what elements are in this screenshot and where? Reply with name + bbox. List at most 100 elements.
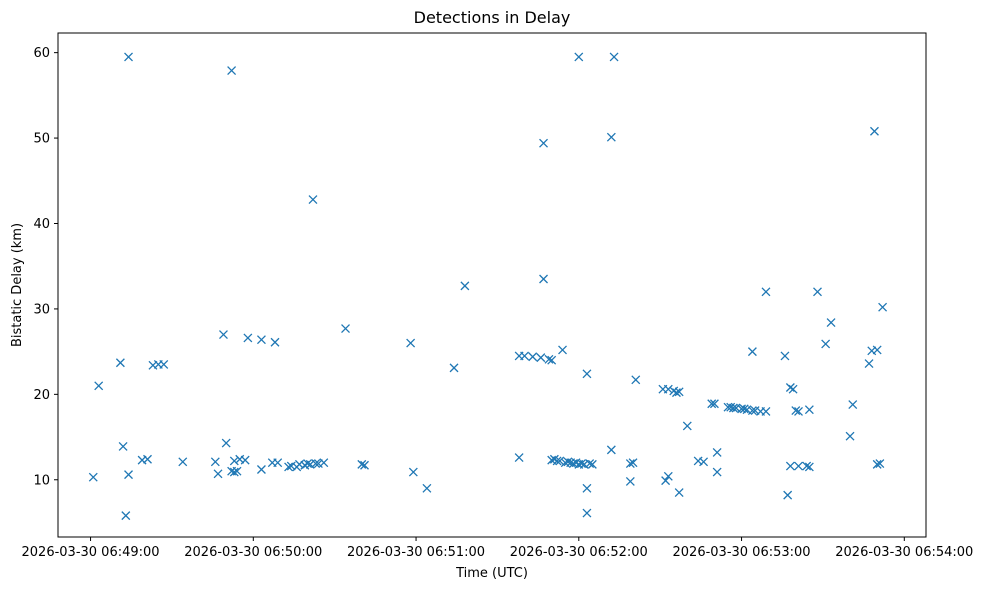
data-point-marker [682,421,692,431]
data-point-marker [552,456,562,466]
data-point-marker [143,454,152,464]
data-point-marker [625,459,635,468]
data-point-marker [449,363,459,373]
data-point-marker [606,445,616,455]
data-point-marker [699,457,709,467]
data-point-marker [210,457,220,467]
data-point-marker [628,458,638,468]
data-point-marker [536,353,546,363]
data-point-marker [539,138,548,148]
data-point-marker [587,459,597,469]
data-point-marker [674,488,684,498]
data-point-marker [577,459,586,468]
data-point-marker [585,459,595,468]
data-point-marker [121,511,131,521]
data-point-marker [520,351,530,361]
data-point-marker [547,355,557,365]
data-point-marker [709,399,719,409]
data-point-marker [728,403,738,413]
data-point-marker [761,406,771,416]
data-point-marker [609,52,619,62]
data-point-marker [582,508,592,518]
data-point-marker [357,459,367,469]
data-point-marker [243,333,253,343]
data-point-marker [794,406,803,416]
data-point-marker [631,375,641,385]
data-point-marker [804,405,814,415]
data-point-marker [878,302,888,312]
data-point-marker [582,369,592,379]
data-point-marker [821,339,831,349]
y-tick-label: 40 [33,217,50,232]
data-point-marker [124,470,133,480]
data-point-marker [539,274,548,284]
data-point-marker [159,359,169,369]
data-point-marker [229,467,239,477]
data-point-marker [229,456,239,466]
y-tick-label: 10 [33,473,50,488]
plot-frame [57,32,927,538]
data-point-marker [360,460,369,470]
data-point-marker [118,441,128,451]
data-point-marker [625,477,635,486]
data-point-marker [761,287,771,297]
data-point-marker [747,347,757,357]
data-point-marker [422,483,432,493]
data-point-marker [227,66,237,76]
data-point-marker [582,483,592,493]
data-point-marker [870,126,879,136]
data-point-marker [270,337,280,347]
data-point-marker [273,458,283,468]
data-point-marker [848,400,858,410]
data-point-marker [460,281,470,291]
data-point-marker [311,459,321,468]
data-point-marker [219,330,228,340]
data-point-marker [514,453,524,463]
data-point-marker [94,381,104,391]
data-point-marker [124,52,133,62]
data-point-marker [671,388,681,398]
data-point-marker [574,52,584,62]
data-point-marker [221,438,231,448]
data-point-marker [802,461,812,471]
x-tick-label: 2026-03-30 06:49:00 [22,545,160,560]
data-point-marker [663,471,673,481]
data-point-marker [606,132,616,142]
data-point-marker [341,324,350,334]
y-tick-label: 50 [33,132,50,147]
data-point-marker [826,318,836,328]
data-point-marker [864,359,874,369]
data-point-marker [712,447,722,457]
data-point-marker [804,462,814,472]
data-point-marker [739,404,749,414]
x-tick-label: 2026-03-30 06:50:00 [184,545,322,560]
data-point-marker [780,351,790,361]
y-axis-ticks: 10 20 30 40 50 60 [33,46,58,488]
data-point-marker [747,406,757,416]
data-points [88,52,888,521]
data-point-marker [872,345,882,355]
y-tick-label: 30 [33,302,50,317]
y-tick-label: 60 [33,46,50,61]
data-point-marker [712,467,722,477]
data-point-marker [872,459,882,469]
data-point-marker [663,384,673,394]
data-point-marker [115,358,125,368]
data-point-marker [661,476,671,486]
data-point-marker [213,469,223,479]
data-point-marker [303,459,313,468]
data-point-marker [674,387,684,397]
x-tick-label: 2026-03-30 06:52:00 [510,545,648,560]
data-point-marker [88,472,98,482]
chart-title: Detections in Delay [414,8,571,27]
data-point-marker [555,456,565,466]
x-tick-label: 2026-03-30 06:54:00 [835,545,973,560]
data-point-marker [845,431,855,441]
data-point-marker [232,466,242,476]
x-tick-label: 2026-03-30 06:51:00 [347,545,485,560]
data-point-marker [794,461,803,471]
data-point-marker [256,465,266,474]
data-point-marker [256,335,266,345]
data-point-marker [284,462,294,472]
